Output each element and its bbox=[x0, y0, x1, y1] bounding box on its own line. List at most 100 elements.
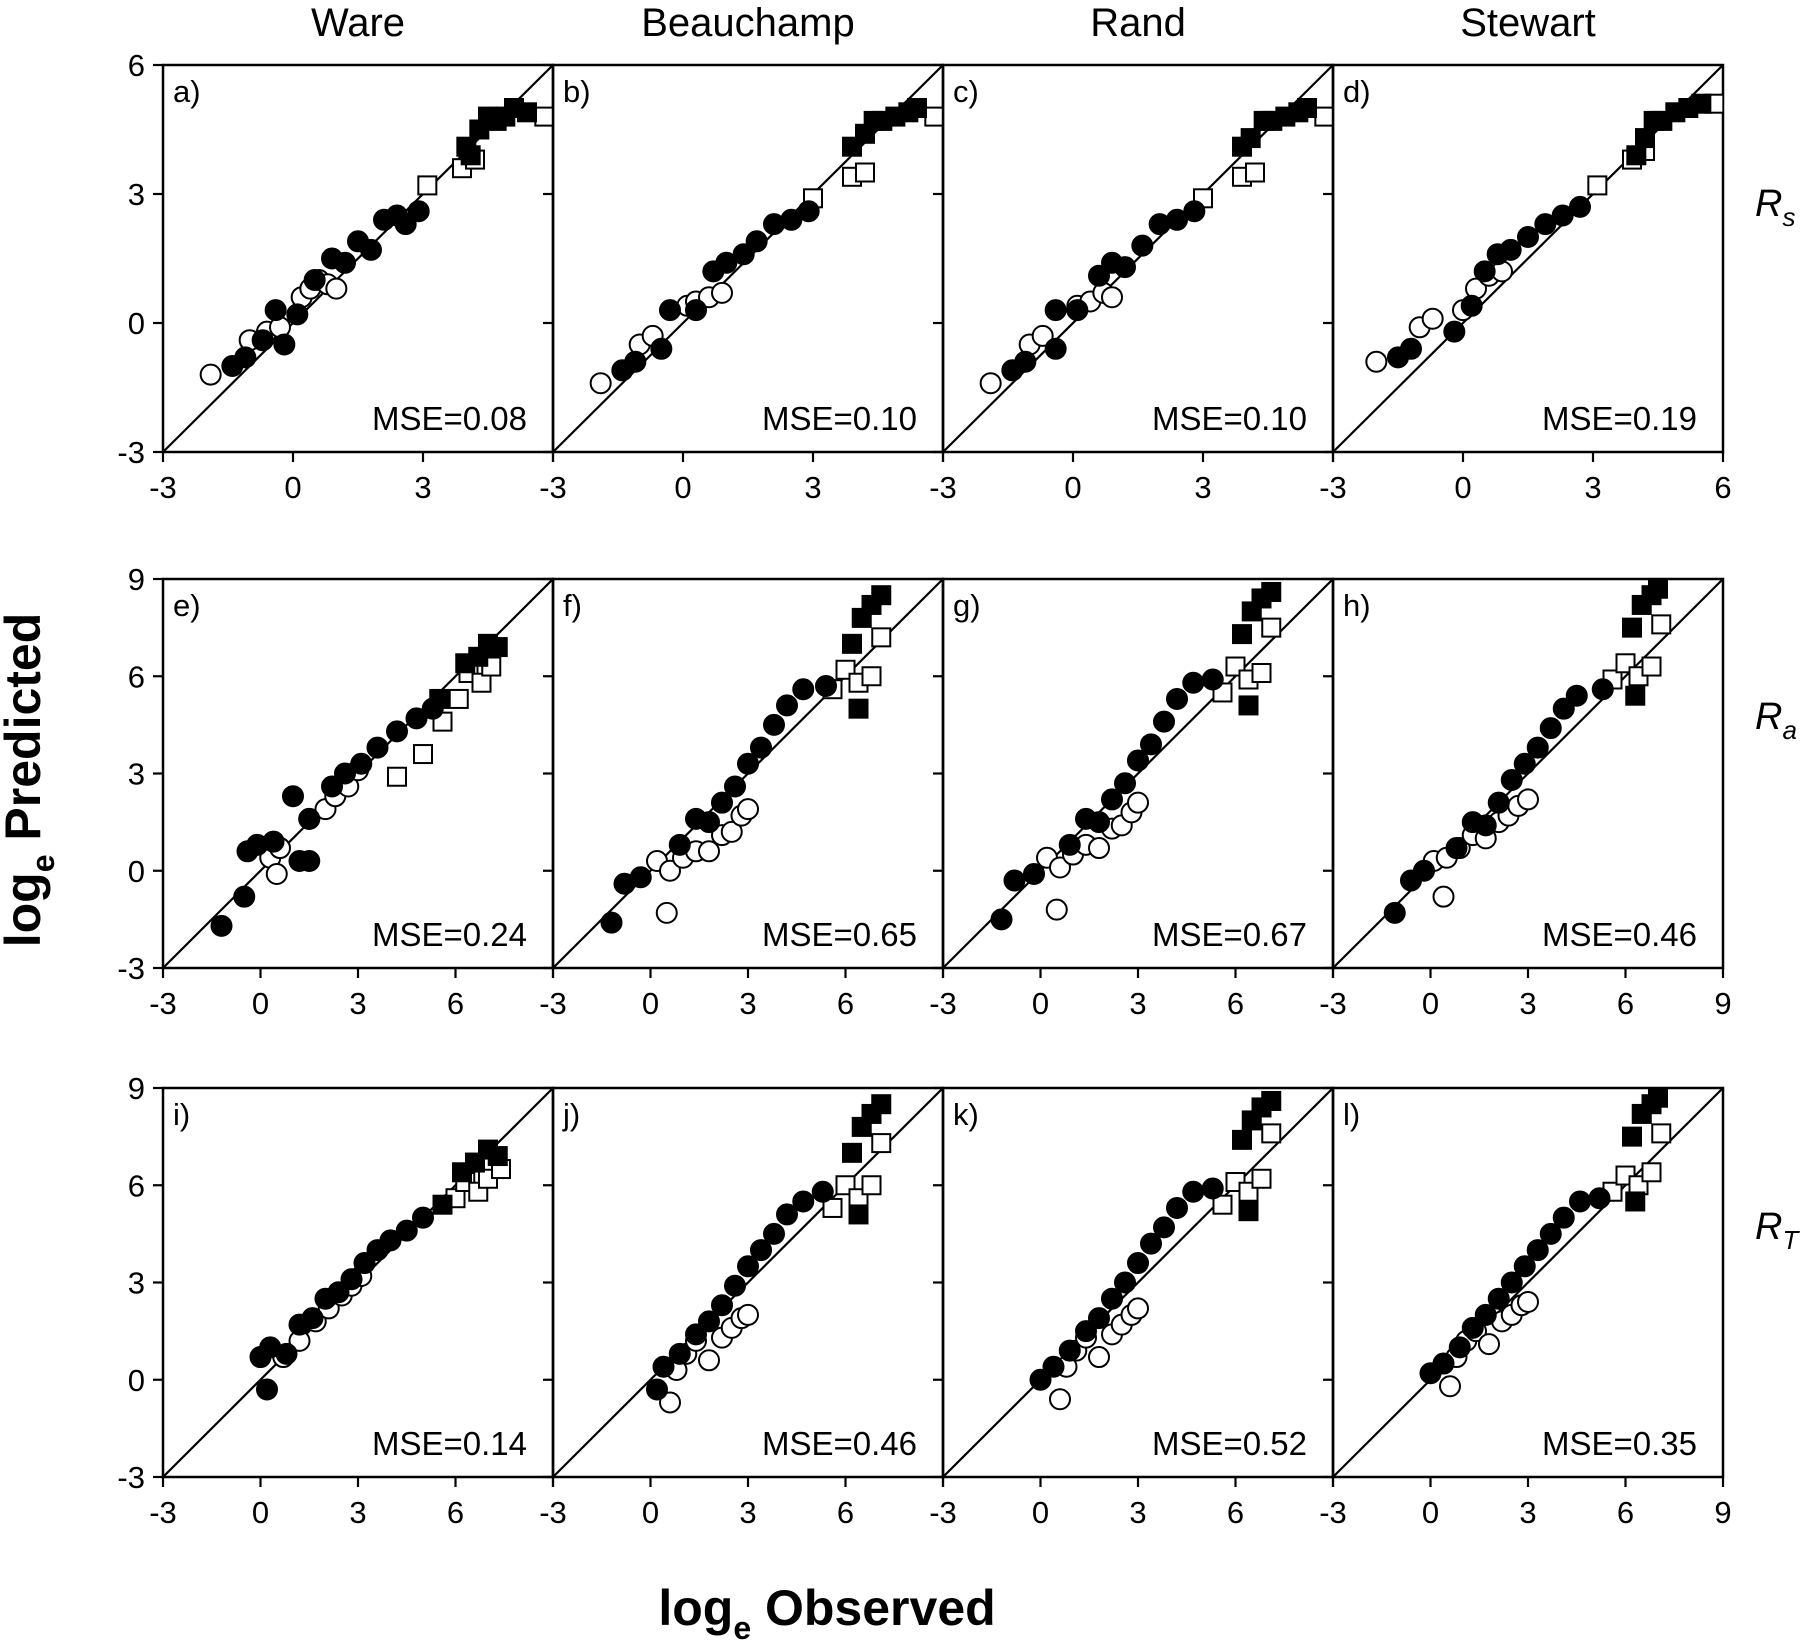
filled-circle-point bbox=[1140, 1232, 1162, 1255]
one-to-one-line bbox=[1332, 1087, 1724, 1478]
scatter-panel: -3 0 3 6 9 l) MSE=0.35 bbox=[1319, 1086, 1732, 1530]
open-square-point bbox=[534, 106, 553, 127]
points-group bbox=[1383, 579, 1672, 924]
filled-circle-point bbox=[1500, 1271, 1523, 1294]
x-tick-label: 3 bbox=[739, 986, 756, 1021]
x-tick-label: 3 bbox=[1519, 986, 1536, 1021]
filled-square-point bbox=[1625, 1191, 1646, 1212]
x-axis-title: loge Observed bbox=[658, 1580, 995, 1646]
filled-circle-point bbox=[1552, 1206, 1575, 1229]
filled-circle-point bbox=[1029, 1368, 1052, 1391]
mse-annotation: MSE=0.08 bbox=[372, 400, 527, 437]
filled-square-point bbox=[1232, 1129, 1252, 1150]
filled-circle-point bbox=[412, 1206, 434, 1229]
scatter-panel: -3 0 3 6 f) MSE=0.65 bbox=[539, 577, 945, 1021]
open-circle-point bbox=[659, 859, 681, 882]
x-tick-label: 0 bbox=[1422, 986, 1439, 1021]
x-tick-label: -3 bbox=[929, 986, 957, 1021]
x-tick-label: 6 bbox=[1617, 1495, 1634, 1530]
x-tick-label: -3 bbox=[1319, 470, 1347, 505]
filled-circle-point bbox=[286, 303, 309, 326]
x-tick-label: -3 bbox=[539, 986, 567, 1021]
x-tick-label: 6 bbox=[1227, 986, 1244, 1021]
filled-circle-point bbox=[1023, 862, 1045, 885]
filled-circle-point bbox=[698, 1310, 720, 1333]
open-square-point bbox=[1314, 106, 1333, 127]
filled-circle-point bbox=[1101, 788, 1123, 811]
filled-circle-point bbox=[303, 269, 326, 291]
filled-circle-point bbox=[1591, 678, 1614, 701]
panel-label: g) bbox=[953, 588, 981, 623]
points-group bbox=[1419, 1088, 1672, 1398]
filled-circle-point bbox=[321, 775, 343, 798]
x-tick-label: 6 bbox=[447, 986, 464, 1021]
points-group bbox=[600, 585, 892, 934]
y-tick-label: 6 bbox=[128, 48, 145, 83]
filled-circle-point bbox=[256, 1378, 278, 1401]
filled-circle-point bbox=[386, 720, 408, 743]
open-circle-point bbox=[1439, 1375, 1461, 1398]
mse-annotation: MSE=0.35 bbox=[1542, 1425, 1697, 1462]
open-circle-point bbox=[1127, 791, 1149, 814]
open-circle-point bbox=[199, 363, 222, 386]
open-square-point bbox=[861, 1175, 882, 1196]
filled-circle-point bbox=[1044, 299, 1067, 322]
open-circle-point bbox=[698, 1349, 720, 1372]
filled-circle-point bbox=[1166, 208, 1188, 231]
filled-square-point bbox=[1297, 98, 1317, 118]
column-title: Ware bbox=[311, 1, 405, 45]
panel-label: j) bbox=[562, 1097, 580, 1132]
open-square-point bbox=[1587, 175, 1608, 196]
x-tick-label: 0 bbox=[284, 470, 301, 505]
row-label-sub: s bbox=[1782, 202, 1795, 232]
filled-circle-point bbox=[1127, 1252, 1149, 1275]
filled-circle-point bbox=[334, 251, 356, 274]
open-square-point bbox=[1251, 1168, 1272, 1189]
panel-label: f) bbox=[563, 588, 582, 623]
filled-circle-point bbox=[264, 299, 287, 322]
x-tick-label: 0 bbox=[642, 986, 659, 1021]
filled-circle-point bbox=[811, 1180, 834, 1203]
filled-circle-point bbox=[1432, 1352, 1455, 1375]
x-tick-label: -3 bbox=[1319, 1495, 1347, 1530]
filled-square-point bbox=[1648, 1088, 1668, 1108]
filled-circle-point bbox=[737, 752, 759, 775]
filled-circle-point bbox=[780, 208, 803, 231]
row-label-main: R bbox=[1755, 1206, 1782, 1248]
points-group bbox=[589, 98, 943, 395]
filled-square-point bbox=[1238, 695, 1259, 716]
filled-circle-point bbox=[792, 1190, 815, 1213]
filled-circle-point bbox=[262, 830, 285, 853]
filled-circle-point bbox=[1140, 733, 1162, 756]
points-group bbox=[210, 633, 508, 937]
filled-circle-point bbox=[298, 807, 321, 830]
filled-circle-point bbox=[1088, 811, 1110, 834]
points-group bbox=[199, 98, 553, 386]
open-circle-point bbox=[1432, 885, 1455, 908]
x-tick-label: 3 bbox=[349, 986, 366, 1021]
filled-square-point bbox=[871, 1094, 892, 1115]
panel-label: l) bbox=[1343, 1097, 1360, 1132]
panel-label: i) bbox=[173, 1097, 190, 1132]
row-label-sub: a bbox=[1782, 715, 1796, 745]
filled-circle-point bbox=[334, 762, 356, 785]
filled-circle-point bbox=[379, 1229, 402, 1252]
filled-square-point bbox=[460, 145, 481, 166]
filled-circle-point bbox=[624, 350, 647, 373]
panel-label: h) bbox=[1343, 588, 1371, 623]
filled-circle-point bbox=[724, 775, 746, 798]
x-tick-label: -3 bbox=[149, 470, 177, 505]
open-circle-point bbox=[1517, 1290, 1539, 1313]
filled-square-point bbox=[907, 98, 927, 118]
y-tick-label: -3 bbox=[117, 1460, 145, 1495]
filled-square-point bbox=[1622, 1126, 1642, 1147]
filled-circle-point bbox=[1526, 736, 1549, 759]
scatter-panel: -3 0 3 -3 0 3 6 a) MSE=0.08 bbox=[117, 48, 555, 505]
open-circle-point bbox=[1127, 1297, 1149, 1320]
filled-square-point bbox=[487, 637, 508, 658]
filled-square-point bbox=[517, 102, 537, 123]
filled-circle-point bbox=[353, 1252, 376, 1275]
scatter-panel: -3 0 3 6 d) MSE=0.19 bbox=[1319, 63, 1732, 505]
x-tick-label: 3 bbox=[1194, 470, 1211, 505]
filled-circle-point bbox=[724, 1274, 746, 1297]
